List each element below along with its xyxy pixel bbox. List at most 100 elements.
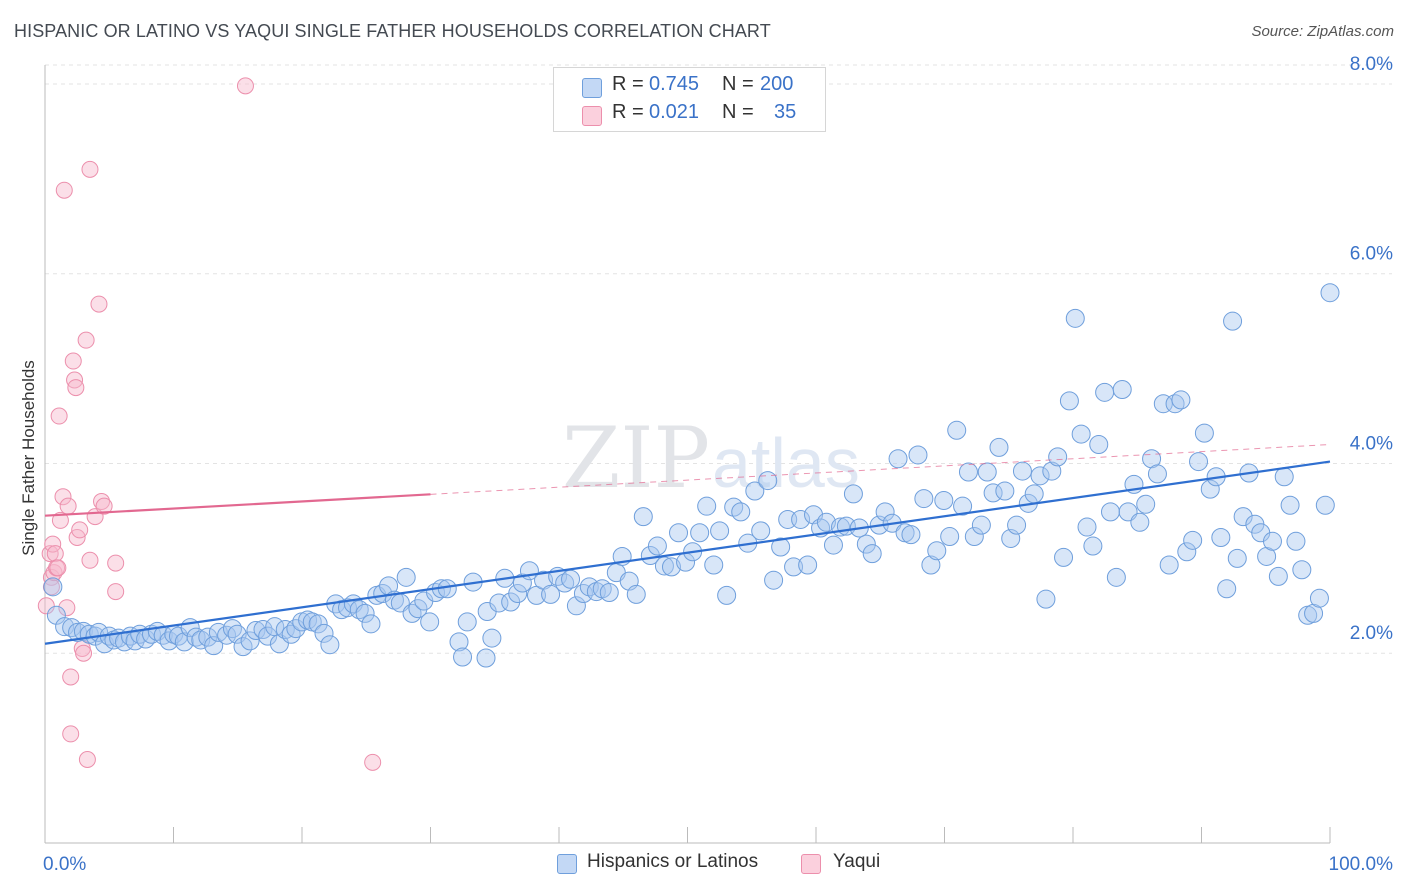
hispanic-point (349, 600, 369, 620)
hispanic-point (977, 462, 997, 482)
hispanic-point (457, 612, 477, 632)
hispanic-point (1012, 461, 1032, 481)
hispanic-point (1292, 560, 1312, 580)
hispanic-point (1095, 382, 1115, 402)
yaqui-point (77, 331, 95, 349)
hispanic-point (338, 598, 358, 618)
hispanic-point (633, 507, 653, 527)
hispanic-point (1059, 391, 1079, 411)
hispanic-point (1007, 515, 1027, 535)
yaqui-point (75, 644, 93, 662)
hispanic-point (1054, 547, 1074, 567)
pink-swatch-icon (582, 106, 602, 126)
hispanic-point (751, 521, 771, 541)
hispanic-point (1194, 423, 1214, 443)
hispanic-point (1227, 548, 1247, 568)
hispanic-point (1268, 566, 1288, 586)
hispanic-point (1136, 494, 1156, 514)
hispanic-point (669, 523, 689, 543)
hispanic-point (174, 632, 194, 652)
hispanic-point (1183, 530, 1203, 550)
legend-label: Hispanics or Latinos (587, 851, 759, 872)
hispanic-point (396, 567, 416, 587)
yaqui-point (78, 751, 96, 769)
hispanic-point (1233, 507, 1253, 527)
hispanic-point (1171, 390, 1191, 410)
hispanic-point (901, 525, 921, 545)
hispanic-point (1320, 283, 1340, 303)
hispanic-point (764, 570, 784, 590)
hispanic-point (1030, 466, 1050, 486)
hispanic-point (1200, 479, 1220, 499)
hispanic-point (1165, 394, 1185, 414)
hispanic-point (420, 612, 440, 632)
hispanic-point (508, 583, 528, 603)
yaqui-point (41, 545, 59, 563)
hispanic-point (1286, 531, 1306, 551)
y-tick-labels: 2.0% 4.0% 6.0% 8.0% (1350, 54, 1393, 644)
yaqui-point (81, 160, 99, 178)
r-label: R = (612, 101, 644, 123)
hispanic-point (240, 631, 260, 651)
hispanic-point (784, 557, 804, 577)
yaqui-point (95, 497, 113, 515)
yaqui-point (364, 753, 382, 771)
hispanic-point (1106, 567, 1126, 587)
yaqui-point (62, 725, 80, 743)
yaqui-point (50, 407, 68, 425)
yaqui-point (107, 583, 125, 601)
hispanic-point (934, 490, 954, 510)
hispanic-point (791, 509, 811, 529)
hispanic-point (823, 535, 843, 555)
hispanic-point (816, 512, 836, 532)
hispanic-point (745, 481, 765, 501)
hispanic-point (927, 541, 947, 561)
hispanic-point (856, 534, 876, 554)
hispanic-point (995, 481, 1015, 501)
hispanic-point (599, 583, 619, 603)
x-tick-label: 0.0% (43, 854, 86, 875)
n-value: 35 (774, 101, 797, 123)
source-label: Source: ZipAtlas.com (1251, 23, 1394, 40)
yaqui-points (37, 77, 382, 771)
hispanic-point (843, 484, 863, 504)
hispanic-point (888, 449, 908, 469)
x-tick-labels: 0.0% 100.0% (43, 854, 1393, 875)
hispanic-point (482, 628, 502, 648)
legend-label: Yaqui (833, 851, 881, 872)
correlation-legend: R = 0.745 N = 200 R = 0.021 N = 35 (553, 67, 826, 132)
hispanic-point (798, 555, 818, 575)
yaqui-point (62, 668, 80, 686)
hispanic-point (561, 569, 581, 589)
axes (44, 65, 1331, 844)
yaqui-point (59, 497, 77, 515)
r-value: 0.021 (649, 101, 700, 123)
hispanic-point (361, 614, 381, 634)
hispanic-point (710, 521, 730, 541)
yaqui-point (49, 559, 67, 577)
hispanic-point (1159, 555, 1179, 575)
hispanic-point (704, 555, 724, 575)
watermark: ZIP atlas (562, 409, 860, 507)
n-value: 200 (760, 73, 794, 95)
hispanic-point (1280, 495, 1300, 515)
hispanic-point (1083, 536, 1103, 556)
hispanic-point (914, 489, 934, 509)
hispanic-point (1217, 579, 1237, 599)
hispanic-point (298, 610, 318, 630)
hispanic-point (983, 483, 1003, 503)
hispanic-point (1100, 502, 1120, 522)
hispanic-point (1024, 484, 1044, 504)
hispanic-point (512, 573, 532, 593)
hispanic-point (1211, 527, 1231, 547)
y-tick-label: 6.0% (1350, 244, 1393, 265)
hispanic-point (758, 471, 778, 491)
n-label: N = (722, 73, 754, 95)
yaqui-point (93, 492, 111, 510)
yaqui-point (81, 551, 99, 569)
hispanic-point (1048, 447, 1068, 467)
hispanic-point (258, 626, 278, 646)
hispanic-point (921, 555, 941, 575)
yaqui-point (107, 554, 125, 572)
y-tick-label: 2.0% (1350, 623, 1393, 644)
